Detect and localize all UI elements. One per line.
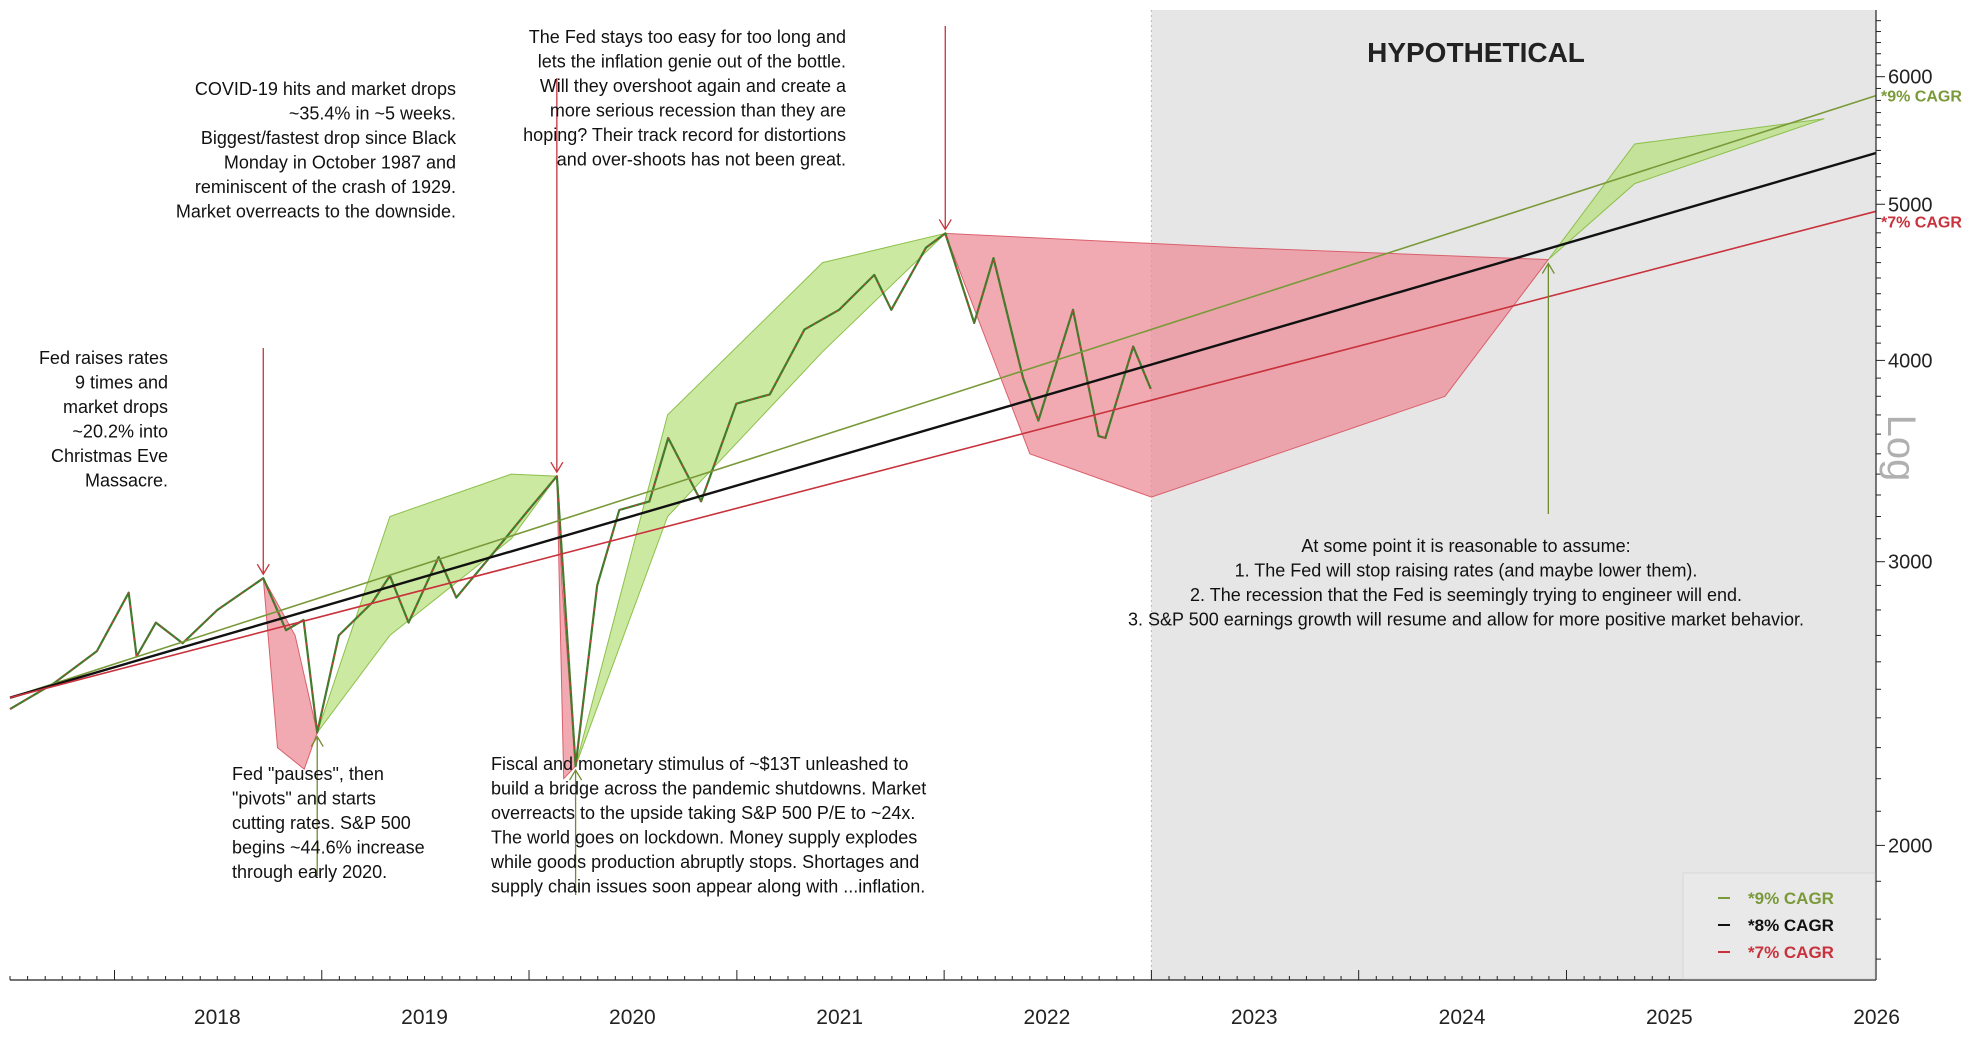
x-tick-label-2020: 2020 (609, 1006, 656, 1029)
arrow-fed-easy-head (938, 219, 952, 231)
ann-stimulus: Fiscal and monetary stimulus of ~$13T un… (490, 754, 926, 897)
y-tick-label-5000: 5000 (1888, 194, 1933, 216)
hypothetical-region (1151, 10, 1876, 980)
x-tick-label-2018: 2018 (194, 1006, 241, 1029)
cagr-7-edge-label: *7% CAGR (1881, 214, 1962, 231)
arrow-covid-head (550, 461, 564, 474)
x-tick-label-2025: 2025 (1646, 1006, 1693, 1029)
legend-item-7-label: *7% CAGR (1748, 943, 1834, 962)
cagr-9-edge-label: *9% CAGR (1881, 89, 1962, 106)
x-tick-label-2019: 2019 (401, 1006, 448, 1029)
x-tick-label-2026: 2026 (1853, 1006, 1900, 1029)
ann-fed-easy: The Fed stays too easy for too long and l… (523, 27, 847, 170)
green-rally-band-2 (575, 232, 947, 767)
ann-fed-pauses: Fed "pauses", then "pivots" and starts cut… (232, 764, 425, 882)
legend-item-8-label: *8% CAGR (1748, 916, 1834, 935)
y-tick-label-6000: 6000 (1888, 67, 1933, 89)
ann-assumptions: At some point it is reasonable to assume… (1128, 536, 1804, 630)
red-drawdown-band-1 (262, 577, 318, 771)
cagr-line-8 (9, 151, 1877, 699)
x-tick-label-2022: 2022 (1024, 1006, 1071, 1029)
ann-covid: COVID-19 hits and market drops ~35.4% in … (176, 79, 457, 222)
arrow-recovery-head (1541, 262, 1555, 274)
x-tick-label-2021: 2021 (816, 1006, 863, 1029)
cagr-line-7 (9, 210, 1877, 699)
x-tick-label-2023: 2023 (1231, 1006, 1278, 1029)
legend-item-9-label: *9% CAGR (1748, 889, 1834, 908)
ann-fed-raises: Fed raises rates 9 times and market drops ~… (39, 348, 168, 491)
arrow-stimulus-head (569, 768, 583, 781)
green-rally-band-1 (316, 473, 558, 733)
sp500-price-line (9, 232, 1152, 768)
hypothetical-label: HYPOTHETICAL (1367, 37, 1585, 68)
red-drawdown-band-3 (944, 232, 1550, 498)
cagr-line-9 (9, 94, 1877, 699)
y-tick-label-2000: 2000 (1888, 835, 1933, 857)
legend-box (1682, 872, 1876, 980)
y-tick-label-3000: 3000 (1888, 552, 1933, 574)
y-axis-label: Log (1879, 415, 1923, 482)
y-tick-label-4000: 4000 (1888, 350, 1933, 372)
arrow-fed-raises-head (256, 563, 270, 576)
x-tick-label-2024: 2024 (1439, 1006, 1486, 1029)
arrow-fed-pauses-head (310, 735, 324, 747)
